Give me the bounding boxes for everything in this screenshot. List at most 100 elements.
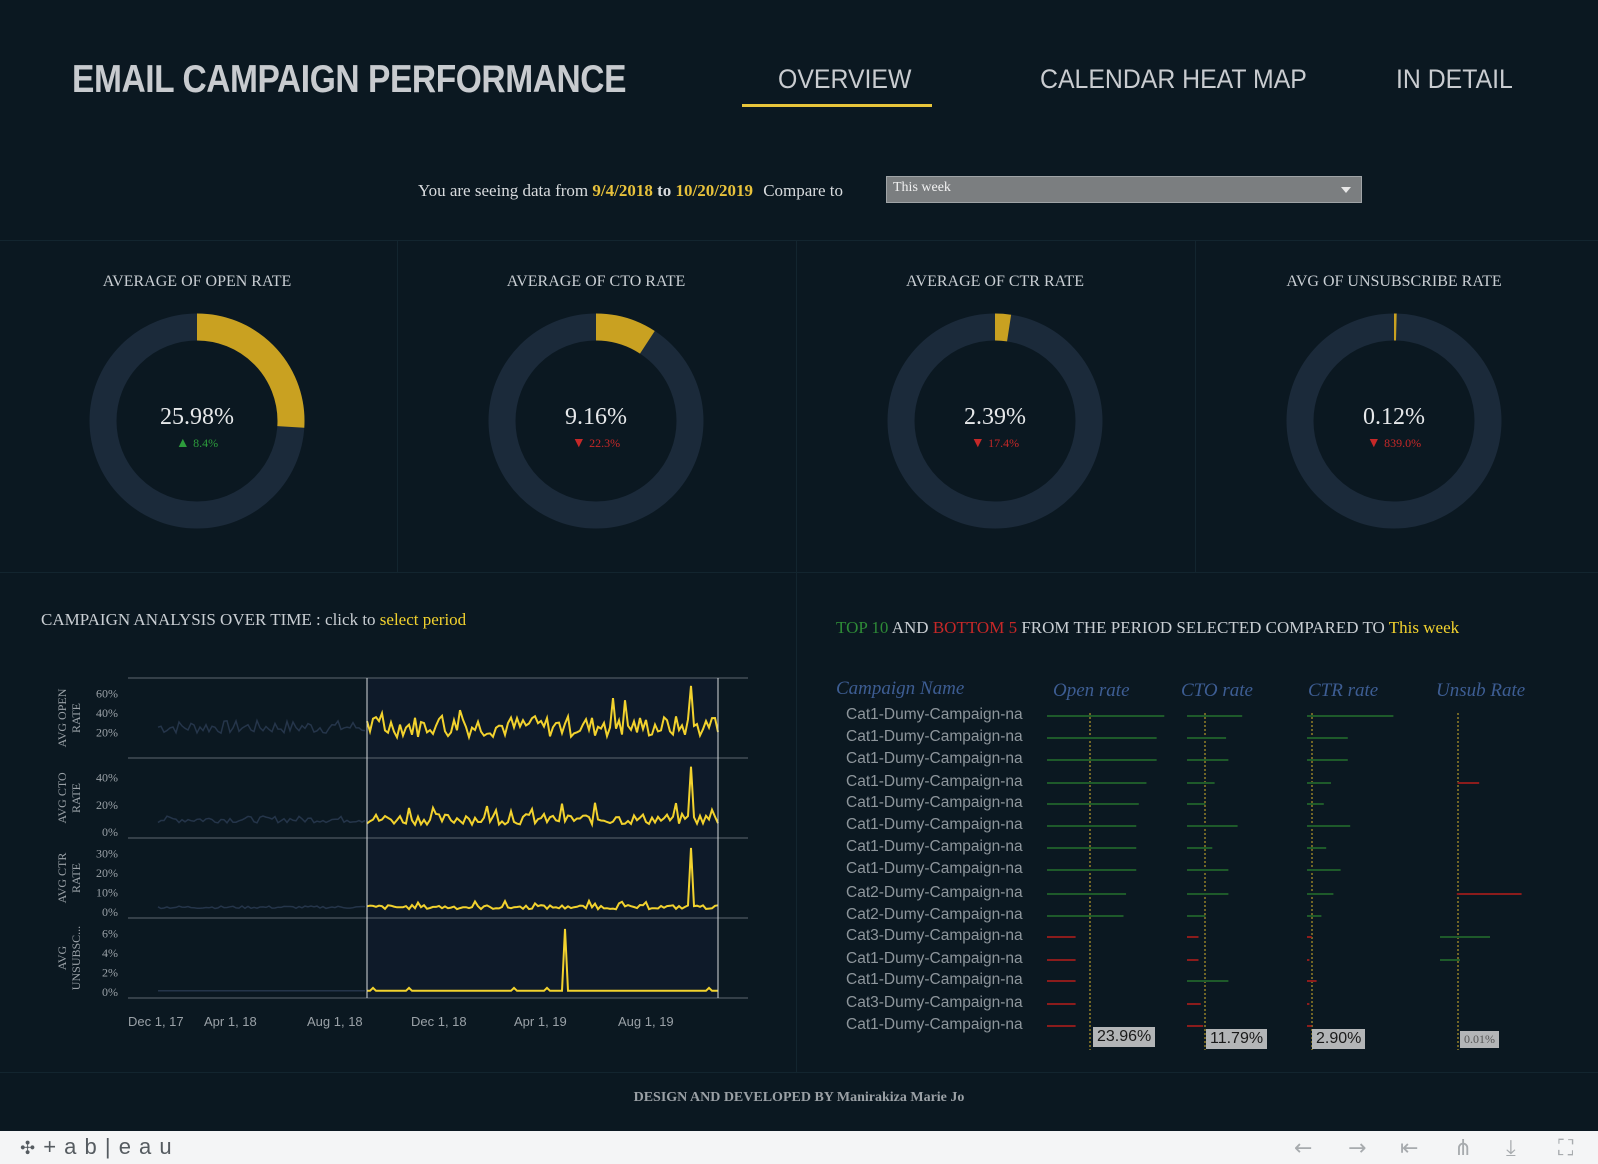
panel-axis-label: AVG CTR RATE (55, 853, 83, 904)
kpi-value: 9.16% (565, 404, 627, 430)
series-line-selected (366, 766, 719, 828)
kpi-delta-value: 17.4% (988, 436, 1020, 450)
campaign-name[interactable]: Cat1-Dumy-Campaign-na (846, 706, 1023, 723)
top-label: TOP 10 (836, 618, 889, 637)
col-open-rate: Open rate (1053, 680, 1130, 701)
share-icon[interactable]: ⋔ (1454, 1136, 1473, 1161)
col-campaign-name: Campaign Name (836, 678, 965, 699)
period-label: FROM THE PERIOD SELECTED COMPARED TO (1021, 618, 1385, 637)
campaign-name[interactable]: Cat1-Dumy-Campaign-na (846, 838, 1023, 855)
undo-icon[interactable]: ← (1294, 1136, 1313, 1161)
campaign-name[interactable]: Cat1-Dumy-Campaign-na (846, 750, 1023, 767)
download-icon[interactable]: ⤓ (1506, 1136, 1516, 1161)
range-prefix: You are seeing data from (418, 181, 589, 200)
analysis-title: CAMPAIGN ANALYSIS OVER TIME : click to s… (41, 610, 466, 630)
date-range-text: You are seeing data from 9/4/2018 to 10/… (418, 181, 843, 201)
and-label: AND (891, 618, 929, 637)
bottom-label: BOTTOM 5 (932, 618, 1018, 637)
campaign-name[interactable]: Cat3-Dumy-Campaign-na (846, 994, 1023, 1011)
divider (1195, 240, 1196, 572)
reference-value-ctr: 2.90% (1312, 1029, 1366, 1049)
redo-icon[interactable]: → (1348, 1136, 1367, 1161)
campaign-name[interactable]: Cat3-Dumy-Campaign-na (846, 927, 1023, 944)
arrow-down-icon: ▼ (1366, 436, 1385, 451)
tableau-logo[interactable]: ✣ + a b | e a u (20, 1134, 173, 1160)
campaign-name[interactable]: Cat2-Dumy-Campaign-na (846, 906, 1023, 923)
campaign-name[interactable]: Cat1-Dumy-Campaign-na (846, 971, 1023, 988)
tab-overview[interactable]: OVERVIEW (778, 64, 912, 94)
series-line-unselected (157, 815, 366, 824)
kpi-value: 0.12% (1363, 404, 1425, 430)
select-period-link[interactable]: select period (379, 610, 467, 629)
panel-axis-label: AVG CTO RATE (55, 772, 83, 824)
footer-credit: DESIGN AND DEVELOPED BY Manirakiza Marie… (633, 1090, 965, 1105)
campaign-name[interactable]: Cat1-Dumy-Campaign-na (846, 950, 1023, 967)
campaign-name[interactable]: Cat1-Dumy-Campaign-na (846, 860, 1023, 877)
kpi-value: 25.98% (160, 404, 234, 430)
arrow-up-icon: ▲ (175, 436, 194, 451)
divider (397, 240, 398, 572)
kpi-delta: ▼ 22.3% (496, 436, 696, 452)
kpi-delta-value: 22.3% (589, 436, 621, 450)
axis-label-line: AVG CTR (55, 853, 69, 904)
kpi-delta: ▼ 17.4% (895, 436, 1095, 452)
tableau-grid-icon: ✣ (20, 1138, 37, 1159)
axis-label-line: AVG OPEN (55, 688, 69, 747)
top-bottom-title: TOP 10 AND BOTTOM 5 FROM THE PERIOD SELE… (836, 618, 1459, 638)
viewer-toolbar (0, 1131, 1598, 1164)
revert-icon[interactable]: ⇤ (1400, 1136, 1419, 1161)
y-tick-label: 10% (96, 886, 118, 900)
x-tick-label: Dec 1, 17 (128, 1014, 184, 1029)
campaign-name[interactable]: Cat1-Dumy-Campaign-na (846, 773, 1023, 790)
campaign-name[interactable]: Cat1-Dumy-Campaign-na (846, 794, 1023, 811)
compare-dropdown[interactable]: This week (886, 176, 1362, 203)
kpi-label: AVERAGE OF CTR RATE (906, 273, 1084, 290)
arrow-down-icon: ▼ (970, 436, 989, 451)
arrow-down-icon: ▼ (571, 436, 590, 451)
divider (796, 240, 797, 1072)
fullscreen-icon[interactable]: ⛶ (1558, 1136, 1574, 1161)
campaign-name[interactable]: Cat1-Dumy-Campaign-na (846, 728, 1023, 745)
col-cto-rate: CTO rate (1181, 680, 1253, 701)
kpi-donut[interactable] (1279, 306, 1509, 536)
kpi-label: AVERAGE OF OPEN RATE (102, 273, 292, 290)
kpi-donut[interactable] (880, 306, 1110, 536)
kpi-value: 2.39% (964, 404, 1026, 430)
col-ctr-rate: CTR rate (1308, 680, 1379, 701)
compare-label: Compare to (763, 181, 843, 200)
end-date: 10/20/2019 (675, 181, 753, 200)
y-tick-label: 60% (96, 687, 118, 701)
campaign-name[interactable]: Cat2-Dumy-Campaign-na (846, 884, 1023, 901)
panel-axis-label: AVG UNSUBSC... (55, 926, 83, 990)
analysis-title-text: CAMPAIGN ANALYSIS OVER TIME : click to (41, 610, 376, 629)
kpi-donut[interactable] (82, 306, 312, 536)
series-line-unselected (157, 718, 366, 735)
y-tick-label: 0% (102, 985, 118, 999)
series-line-selected (366, 847, 719, 911)
campaign-name[interactable]: Cat1-Dumy-Campaign-na (846, 1016, 1023, 1033)
divider (0, 572, 1598, 573)
tab-calendar-heat-map[interactable]: CALENDAR HEAT MAP (1040, 64, 1307, 94)
campaign-name[interactable]: Cat1-Dumy-Campaign-na (846, 816, 1023, 833)
y-tick-label: 40% (96, 771, 118, 785)
reference-value-open: 23.96% (1093, 1027, 1156, 1047)
kpi-donut[interactable] (481, 306, 711, 536)
y-tick-label: 6% (102, 927, 118, 941)
active-tab-indicator (742, 104, 932, 107)
x-tick-label: Apr 1, 18 (204, 1014, 257, 1029)
chevron-down-icon (1341, 187, 1351, 193)
start-date: 9/4/2018 (592, 181, 653, 200)
y-tick-label: 4% (102, 946, 118, 960)
divider (0, 1072, 1598, 1073)
y-tick-label: 40% (96, 706, 118, 720)
y-tick-label: 20% (96, 798, 118, 812)
y-tick-label: 2% (102, 966, 118, 980)
donut-fill (887, 313, 1103, 529)
axis-label-line: RATE (69, 863, 83, 893)
kpi-label: AVERAGE OF CTO RATE (506, 273, 686, 290)
tab-in-detail[interactable]: IN DETAIL (1396, 64, 1513, 94)
compare-period: This week (1388, 618, 1460, 637)
kpi-label: AVG OF UNSUBSCRIBE RATE (1286, 273, 1502, 290)
y-tick-label: 0% (102, 905, 118, 919)
